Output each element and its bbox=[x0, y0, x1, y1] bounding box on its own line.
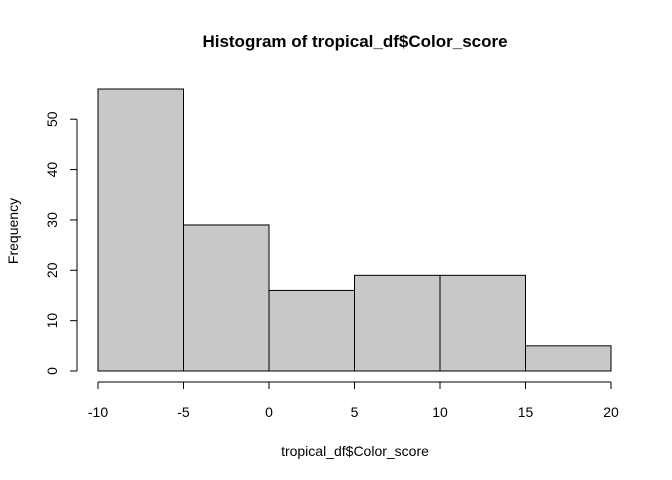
x-axis: -10 -5 0 5 10 15 20 bbox=[88, 381, 619, 420]
y-tick-label: 40 bbox=[44, 162, 60, 178]
histogram-bar bbox=[439, 274, 526, 372]
histogram-bar bbox=[268, 289, 355, 372]
x-tick-label: 20 bbox=[603, 404, 619, 420]
chart-title: Histogram of tropical_df$Color_score bbox=[202, 32, 507, 51]
y-tick-label: 50 bbox=[44, 111, 60, 127]
x-tick-label: -5 bbox=[177, 404, 190, 420]
y-tick-label: 0 bbox=[44, 367, 60, 375]
x-axis-label: tropical_df$Color_score bbox=[281, 443, 429, 459]
x-tick-label: -10 bbox=[88, 404, 108, 420]
x-tick-label: 5 bbox=[351, 404, 359, 420]
y-tick-label: 10 bbox=[44, 313, 60, 329]
histogram-bar bbox=[183, 224, 270, 372]
bars-group bbox=[97, 88, 612, 372]
y-tick-label: 30 bbox=[44, 212, 60, 228]
y-axis-label: Frequency bbox=[5, 198, 21, 264]
x-tick-label: 0 bbox=[265, 404, 273, 420]
histogram-bar bbox=[354, 274, 441, 372]
histogram-bar bbox=[525, 345, 612, 372]
x-tick-label: 10 bbox=[432, 404, 448, 420]
y-tick-label: 20 bbox=[44, 262, 60, 278]
y-axis: 0 10 20 30 40 50 bbox=[44, 111, 78, 375]
x-tick-label: 15 bbox=[518, 404, 534, 420]
histogram-bar bbox=[97, 88, 184, 372]
